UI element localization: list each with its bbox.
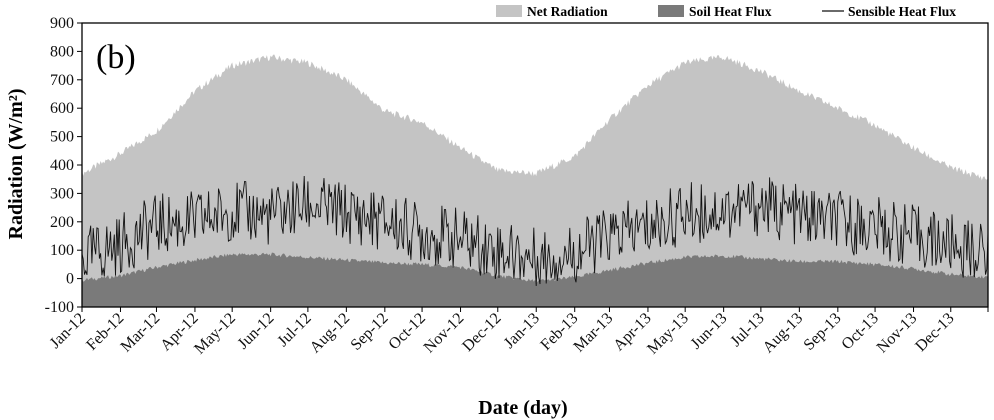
x-tick-label: Jun-13 [688,310,731,353]
soil-heat-flux-legend-swatch [658,5,684,17]
x-tick-label: Jun-12 [235,310,278,353]
x-tick-label: Jan-13 [501,310,543,352]
x-tick-label: May-13 [644,310,692,358]
x-tick-label: Sep-13 [801,310,845,354]
net-radiation-legend-label: Net Radiation [527,4,608,19]
y-tick-label: 700 [50,72,74,89]
y-tick-label: 300 [50,185,74,202]
soil-heat-flux-area [82,252,988,307]
y-tick-label: 200 [50,214,74,231]
net-radiation-legend-swatch [496,5,522,17]
x-tick-label: Nov-12 [421,310,468,357]
x-tick-label: Aug-13 [760,310,807,357]
y-tick-label: -100 [45,299,74,316]
sensible-heat-flux-line [81,175,989,287]
net-radiation-area [82,54,988,307]
y-tick-label: 0 [66,271,74,288]
sensible-heat-flux-legend-label: Sensible Heat Flux [848,4,956,19]
x-tick-label: Aug-12 [307,310,354,357]
x-tick-label: May-12 [191,310,239,358]
x-tick-label: Nov-13 [874,310,921,357]
x-tick-label: Sep-12 [348,310,392,354]
plot-layer [81,54,989,307]
y-tick-label: 500 [50,129,74,146]
x-tick-label: Dec-12 [459,310,504,355]
x-tick-label: Mar-12 [118,310,164,356]
y-tick-label: 100 [50,242,74,259]
y-tick-label: 800 [50,43,74,60]
x-axis-title: Date (day) [478,397,567,419]
y-tick-label: 400 [50,157,74,174]
y-axis-title: Radiation (W/m²) [5,89,27,240]
x-tick-label: Jan-12 [47,310,89,352]
soil-heat-flux-legend-label: Soil Heat Flux [689,4,772,19]
x-tick-label: Mar-13 [571,310,617,356]
y-tick-label: 600 [50,100,74,117]
legend: Net Radiation Soil Heat Flux Sensible Heat… [496,4,956,19]
y-tick-label: 900 [50,15,74,32]
x-tick-label: Dec-13 [912,310,957,355]
panel-label: (b) [96,39,136,76]
